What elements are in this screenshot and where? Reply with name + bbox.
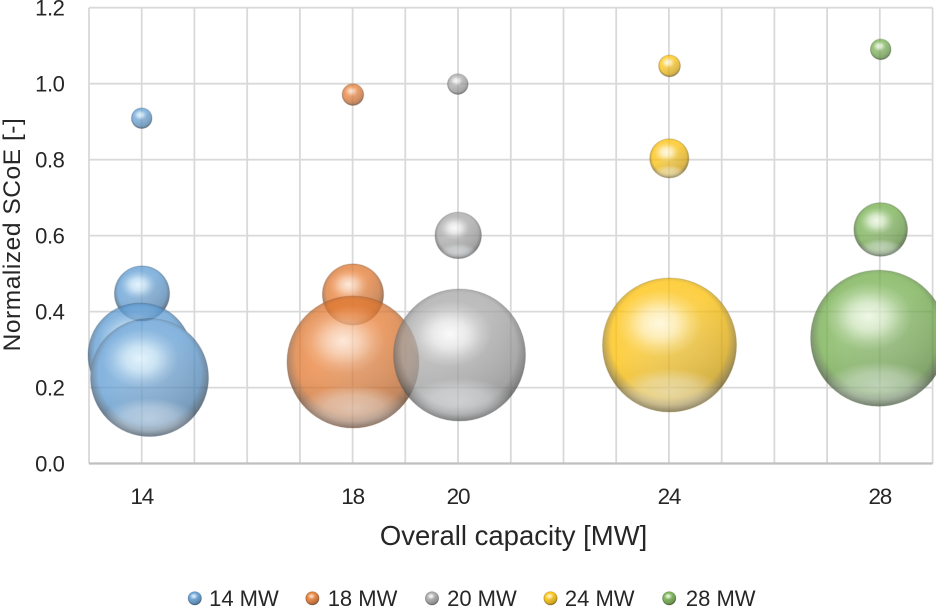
svg-text:0.0: 0.0 [35, 451, 65, 476]
svg-text:14 MW: 14 MW [209, 586, 279, 607]
svg-text:28 MW: 28 MW [686, 586, 756, 607]
svg-text:0.2: 0.2 [35, 376, 65, 401]
svg-text:20 MW: 20 MW [447, 586, 517, 607]
svg-text:0.4: 0.4 [35, 300, 65, 325]
svg-text:0.8: 0.8 [35, 148, 65, 173]
svg-text:1.2: 1.2 [35, 0, 65, 21]
svg-text:1.0: 1.0 [35, 72, 65, 97]
svg-text:14: 14 [130, 484, 153, 509]
svg-text:Normalized SCoE [-]: Normalized SCoE [-] [0, 118, 26, 352]
svg-text:0.6: 0.6 [35, 224, 65, 249]
svg-text:18 MW: 18 MW [328, 586, 398, 607]
svg-text:Overall capacity [MW]: Overall capacity [MW] [380, 520, 647, 551]
svg-text:20: 20 [447, 484, 470, 509]
svg-text:24 MW: 24 MW [565, 586, 635, 607]
svg-text:24: 24 [658, 484, 681, 509]
svg-text:28: 28 [868, 484, 891, 509]
svg-text:18: 18 [341, 484, 364, 509]
